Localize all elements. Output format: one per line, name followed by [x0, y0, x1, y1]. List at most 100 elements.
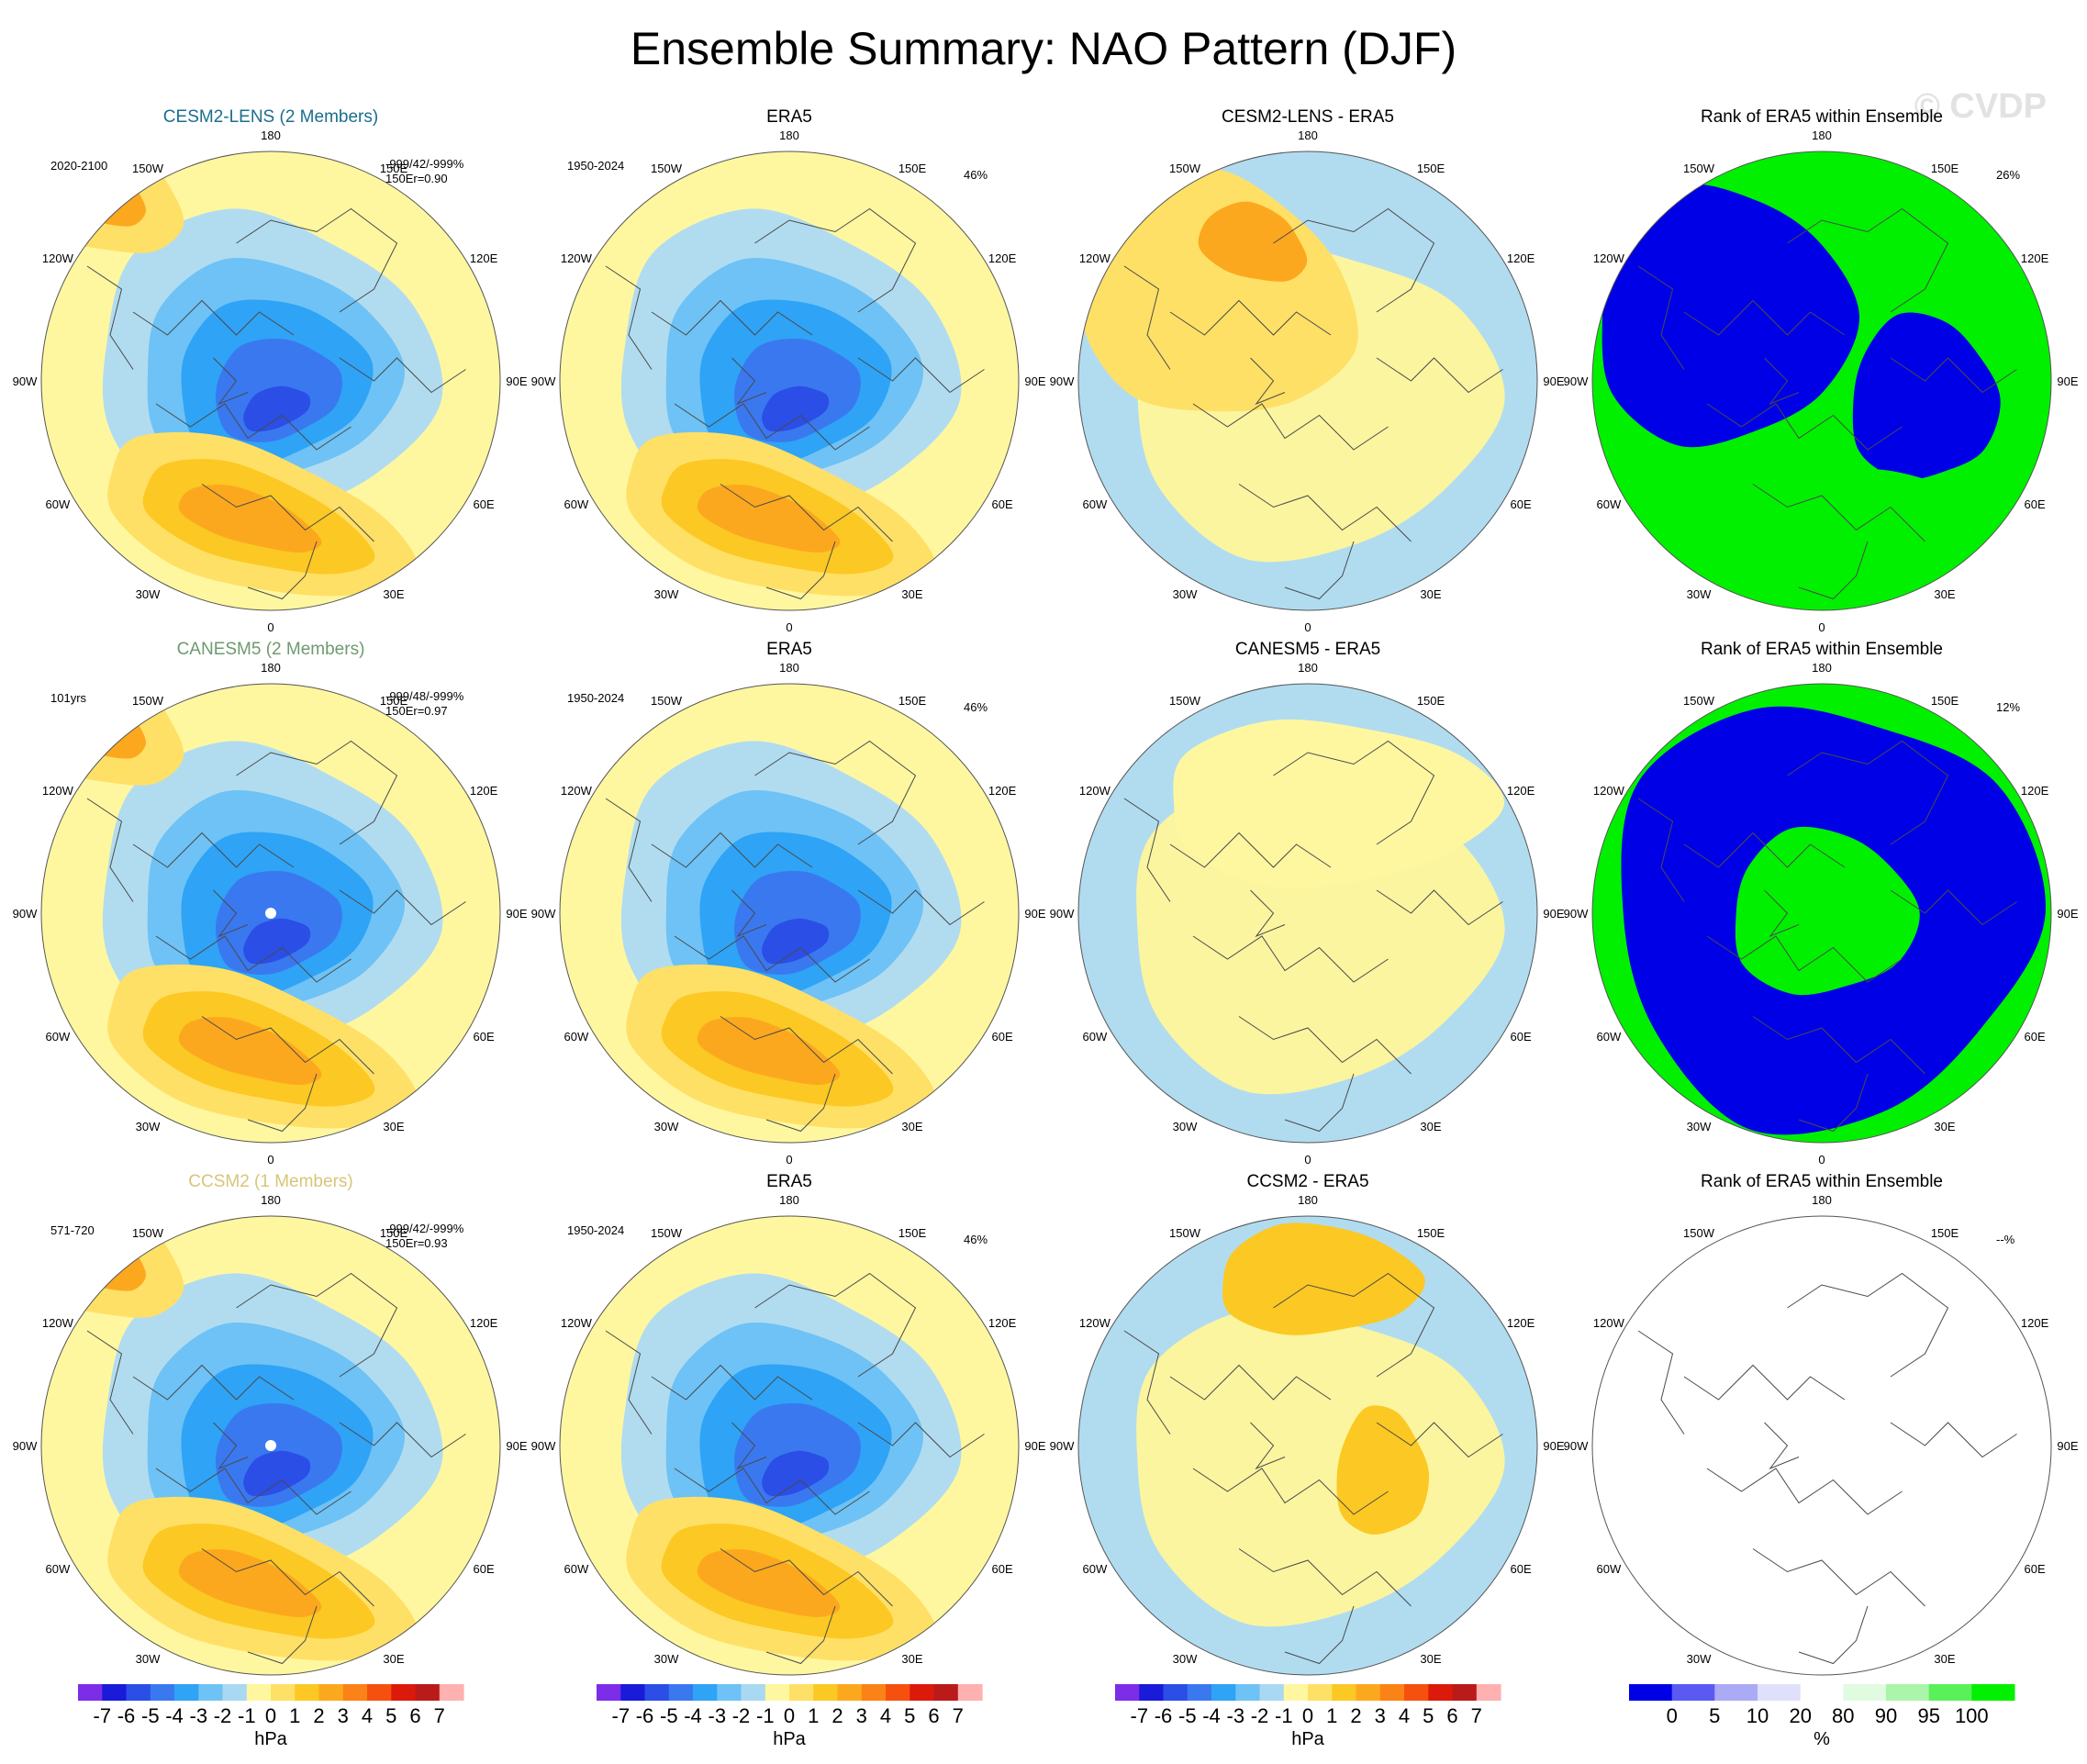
coastline: [1683, 832, 1846, 868]
map-field: [560, 151, 1019, 610]
lon-label: 60E: [992, 1562, 1013, 1576]
colorbar-label: 0: [1302, 1704, 1313, 1727]
figure-title: Ensemble Summary: NAO Pattern (DJF): [631, 23, 1456, 74]
colorbar-swatch: [222, 1684, 248, 1701]
contour-negative-5: [243, 918, 311, 965]
coastline: [247, 1605, 318, 1665]
lon-label: 150E: [1417, 1226, 1445, 1240]
colorbar-swatch: [1163, 1684, 1189, 1701]
lon-label: 30E: [1934, 587, 1955, 601]
lon-label: 150W: [651, 162, 683, 175]
model-stats: -999/42/-999%: [385, 157, 464, 171]
colorbar-label: 0: [784, 1704, 795, 1727]
coastline: [857, 1422, 985, 1458]
lon-label: 30W: [1173, 587, 1198, 601]
map-field: [560, 1216, 1019, 1675]
colorbar-label: -4: [1202, 1704, 1221, 1727]
pole-marker: [265, 908, 276, 919]
lon-label: 60W: [1597, 1562, 1622, 1576]
coastline: [1169, 1364, 1332, 1401]
coastline: [754, 1272, 917, 1378]
coastline: [1764, 889, 1800, 938]
model-panel: 180150E120E90E60E30E030W60W90W120W150WCC…: [13, 1172, 528, 1699]
colorbar-label: -7: [94, 1704, 112, 1727]
lon-label: 150W: [132, 1226, 164, 1240]
obs-title: ERA5: [766, 107, 812, 127]
colorbar-swatch: [1886, 1684, 1930, 1701]
lon-label: 60E: [1511, 497, 1532, 511]
map-background: [1592, 1216, 2051, 1675]
lon-label: 120E: [2021, 1316, 2049, 1330]
obs-period: 1950-2024: [567, 691, 624, 705]
lon-label: 90E: [506, 374, 527, 388]
colorbar-label: -7: [612, 1704, 631, 1727]
coastline: [247, 1073, 318, 1133]
contour-positive-3: [178, 485, 322, 553]
colorbar-swatch: [1928, 1684, 1972, 1701]
colorbar-swatch: [1428, 1684, 1454, 1701]
colorbar-label: 5: [1423, 1704, 1434, 1727]
lon-label: 0: [786, 620, 792, 634]
lon-label: 180: [1298, 1193, 1318, 1207]
model-stats: -999/42/-999%: [385, 1222, 464, 1235]
lon-label: 150W: [1683, 694, 1715, 708]
lon-label: 90W: [1564, 907, 1589, 921]
rank-percent: 12%: [1996, 700, 2020, 714]
rank-low-region-2: [1852, 312, 2001, 480]
obs-percent: 46%: [964, 168, 988, 182]
map-border: [1591, 683, 2052, 1144]
colorbar-swatch: [1139, 1684, 1165, 1701]
coastline: [1890, 889, 2017, 926]
colorbar-swatch: [1800, 1684, 1844, 1701]
colorbar-label: 4: [880, 1704, 891, 1727]
lon-label: 60W: [46, 1562, 71, 1576]
lon-label: 30E: [1934, 1652, 1955, 1666]
coastline: [1273, 1272, 1435, 1378]
rank-percent: 26%: [1996, 168, 2020, 182]
map-field: [41, 1216, 500, 1675]
lon-label: 0: [267, 1153, 273, 1167]
lon-label: 90W: [1050, 907, 1075, 921]
colorbar-label: 10: [1747, 1704, 1769, 1727]
colorbar-swatch: [198, 1684, 224, 1701]
coastline: [213, 889, 249, 938]
colorbar-label: -6: [1155, 1704, 1173, 1727]
lon-label: 120W: [561, 251, 593, 265]
coastline: [1273, 740, 1435, 845]
diff-positive: [1222, 1223, 1425, 1335]
lon-label: 150E: [1931, 1226, 1959, 1240]
coastline: [1192, 935, 1389, 983]
colorbar-label: 90: [1875, 1704, 1897, 1727]
coastline: [1169, 299, 1332, 336]
coastline: [754, 207, 917, 313]
coastline: [1683, 1364, 1846, 1401]
coastline: [1238, 484, 1412, 542]
coastline: [651, 299, 813, 336]
lon-label: 90W: [13, 907, 38, 921]
lon-label: 30W: [136, 587, 161, 601]
lon-label: 150W: [651, 1226, 683, 1240]
colorbar-swatch: [150, 1684, 175, 1701]
obs-percent: 46%: [964, 1233, 988, 1246]
coastline: [720, 484, 893, 542]
lon-label: 180: [261, 1193, 281, 1207]
colorbar-swatch: [644, 1684, 670, 1701]
colorbar-swatch: [813, 1684, 839, 1701]
colorbar-swatch: [246, 1684, 272, 1701]
lon-label: 180: [261, 128, 281, 142]
obs-panel: 180 150E 120E 90E 60E 30E 0 30W 60W 90W 120W 150W ER…: [531, 107, 1046, 634]
lon-label: 90E: [506, 907, 527, 921]
colorbar-swatch: [1452, 1684, 1478, 1701]
coastline: [731, 357, 767, 406]
contour-positive-3: [697, 485, 841, 553]
coastline: [132, 832, 295, 868]
coastline: [1637, 1330, 1685, 1435]
colorbar-label: 4: [362, 1704, 373, 1727]
diff-positive: [1173, 719, 1505, 889]
coastline: [1273, 207, 1435, 313]
model-period: 2020-2100: [50, 159, 107, 173]
colorbar-swatch: [1843, 1684, 1887, 1701]
lon-label: 60E: [474, 1562, 495, 1576]
lon-label: 150W: [651, 694, 683, 708]
colorbar-label: 3: [338, 1704, 349, 1727]
